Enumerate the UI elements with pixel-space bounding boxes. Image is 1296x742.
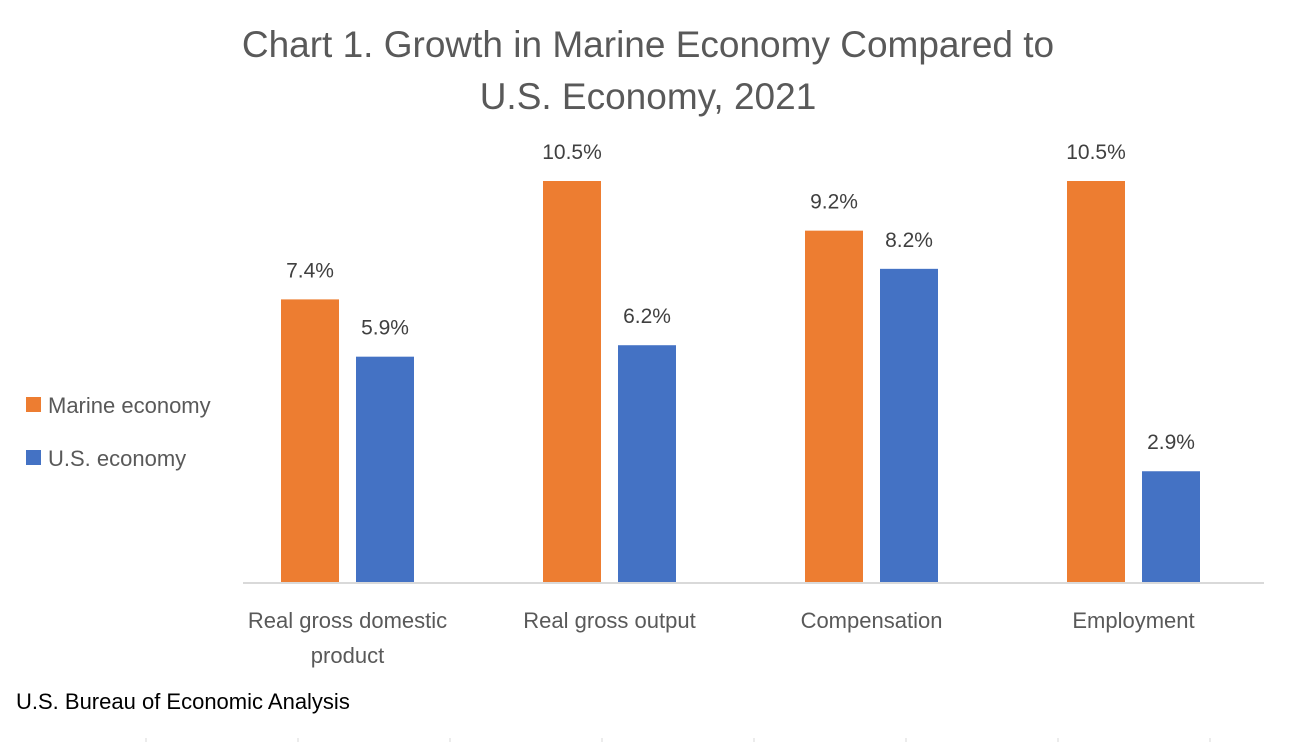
legend: Marine economy U.S. economy — [26, 393, 211, 471]
legend-label-2: U.S. economy — [48, 446, 186, 471]
x-tick-label: Compensation — [801, 608, 943, 633]
data-label: 10.5% — [542, 141, 602, 164]
legend-swatch-2 — [26, 450, 41, 465]
data-label: 10.5% — [1066, 141, 1126, 164]
x-tick-label: Real gross domestic — [248, 608, 447, 633]
legend-swatch-1 — [26, 397, 41, 412]
bar-u-s-economy-3 — [880, 268, 938, 582]
bar-marine-economy-4 — [1067, 181, 1125, 582]
data-label: 9.2% — [810, 191, 858, 214]
data-label: 7.4% — [286, 259, 334, 282]
data-label: 5.9% — [361, 317, 409, 340]
bar-u-s-economy-1 — [356, 356, 414, 582]
data-label: 2.9% — [1147, 431, 1195, 454]
x-tick-label: product — [311, 643, 384, 668]
bar-marine-economy-3 — [805, 230, 863, 582]
legend-label-1: Marine economy — [48, 393, 211, 418]
bottom-tick-marks — [145, 738, 1211, 742]
source-note: U.S. Bureau of Economic Analysis — [16, 689, 350, 714]
bar-u-s-economy-4 — [1142, 471, 1200, 582]
x-tick-label: Real gross output — [523, 608, 695, 633]
chart-title-line-2: U.S. Economy, 2021 — [480, 76, 817, 117]
bar-marine-economy-2 — [543, 181, 601, 582]
chart-title-line-1: Chart 1. Growth in Marine Economy Compar… — [242, 24, 1054, 65]
bars-group — [281, 181, 1200, 582]
data-labels-group: 7.4% 5.9% 10.5% 6.2% 9.2% 8.2% 10.5% 2.9% — [286, 141, 1195, 454]
chart-title: Chart 1. Growth in Marine Economy Compar… — [242, 24, 1054, 117]
x-tick-labels-group: Real gross domestic product Real gross out… — [248, 608, 1195, 668]
bar-marine-economy-1 — [281, 299, 339, 582]
x-tick-label: Employment — [1072, 608, 1194, 633]
data-label: 8.2% — [885, 229, 933, 252]
bar-u-s-economy-2 — [618, 345, 676, 582]
data-label: 6.2% — [623, 305, 671, 328]
